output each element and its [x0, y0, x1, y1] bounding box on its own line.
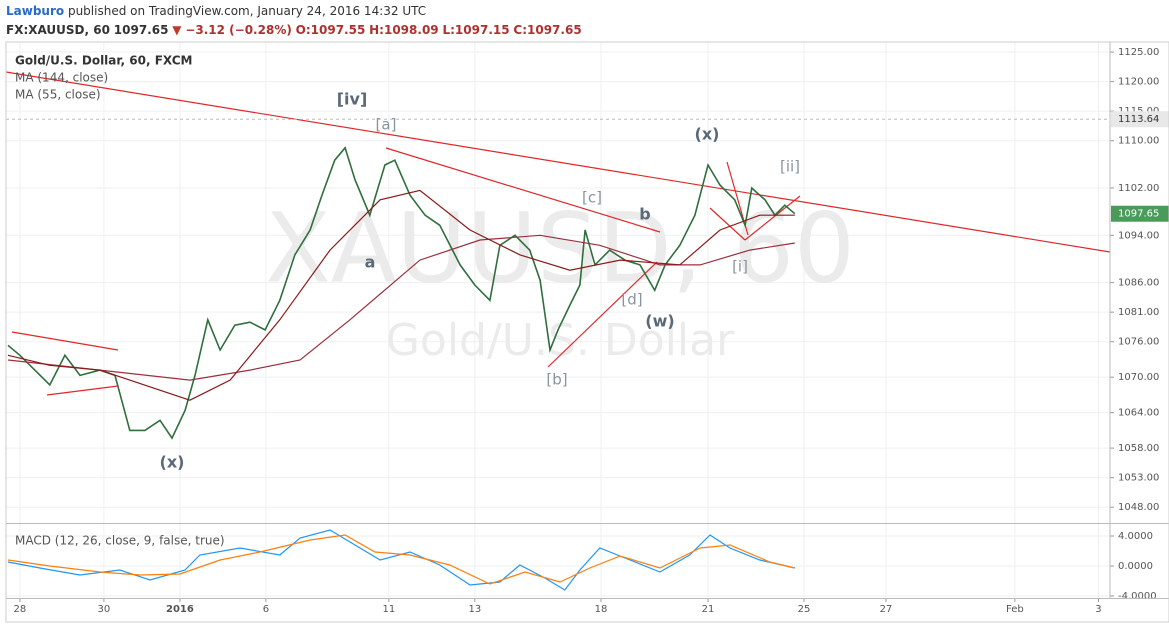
- y-tick-label: 1094.00: [1118, 230, 1159, 241]
- series-group: [7, 146, 796, 440]
- series-line: [7, 534, 795, 585]
- low: L:1097.15: [442, 23, 510, 37]
- trend-line: [6, 71, 1110, 253]
- legend-entry: MA (55, close): [15, 88, 101, 102]
- last-price-box: [1111, 205, 1169, 222]
- header: Lawburo published on TradingView.com, Ja…: [6, 2, 582, 40]
- trend-line: [385, 147, 661, 233]
- open: O:1097.55: [295, 23, 366, 37]
- last-price-label: 1097.65: [1118, 209, 1159, 220]
- trend-line: [46, 385, 119, 396]
- wave-label: [ii]: [780, 158, 800, 176]
- x-tick-label: 11: [382, 604, 395, 615]
- y-tick-label: 0.0000: [1118, 561, 1153, 572]
- wave-label: [iv]: [337, 90, 368, 109]
- y-tick-label: 1110.00: [1118, 136, 1159, 147]
- wave-label: [b]: [546, 371, 567, 389]
- wave-label: (w): [645, 312, 674, 331]
- x-tick-label: Feb: [1006, 604, 1024, 615]
- x-tick-label: 28: [14, 604, 27, 615]
- wave-label: (x): [160, 453, 185, 472]
- y-tick-label: -4.0000: [1118, 591, 1157, 602]
- symbol: FX:XAUUSD, 60: [6, 23, 110, 37]
- plot: 1125.00 1120.00 1115.00 1110.00 1102.00 1094.…: [6, 47, 1169, 615]
- x-tick-label: 21: [702, 604, 715, 615]
- trend-line: [11, 331, 119, 351]
- y-tick-label: 1064.00: [1118, 408, 1159, 419]
- trend-line: [744, 195, 801, 241]
- level-box: [1111, 111, 1169, 128]
- x-tick-label: 3: [1095, 604, 1101, 615]
- y-tick-label: 1115.00: [1118, 106, 1159, 117]
- x-tick-label: 27: [880, 604, 893, 615]
- y-tick-label: 1081.00: [1118, 307, 1159, 318]
- trend-lines: [6, 71, 1110, 396]
- series-line: [7, 234, 795, 381]
- y-tick-label: 1070.00: [1118, 372, 1159, 383]
- legend-entry: Gold/U.S. Dollar, 60, FXCM: [15, 54, 193, 68]
- wave-label: [a]: [376, 116, 397, 134]
- x-tick-label: 30: [98, 604, 111, 615]
- y-tick-label: 1102.00: [1118, 183, 1159, 194]
- series-group: [7, 529, 795, 591]
- y-tick-label: 1058.00: [1118, 443, 1159, 454]
- x-tick-label: 13: [468, 604, 481, 615]
- watermark: XAUUSD, 60: [265, 192, 855, 304]
- y-tick-label: 1086.00: [1118, 278, 1159, 289]
- change: −3.12 (−0.28%): [185, 23, 292, 37]
- series-line: [7, 189, 795, 401]
- series-line: [7, 146, 796, 440]
- high: H:1098.09: [369, 23, 439, 37]
- x-tick-label: 25: [798, 604, 811, 615]
- frame: [5, 41, 1169, 623]
- trend-line: [726, 161, 749, 236]
- author[interactable]: Lawburo: [6, 4, 65, 18]
- wave-label: [i]: [732, 258, 748, 276]
- wave-label: (x): [695, 125, 720, 144]
- y-tick-label: 1125.00: [1118, 47, 1159, 58]
- x-tick-label: 2016: [166, 604, 194, 615]
- arrow: ▼: [172, 23, 182, 37]
- x-tick-label: 6: [263, 604, 269, 615]
- close: C:1097.65: [513, 23, 582, 37]
- grid: [6, 42, 1110, 598]
- y-tick-label: 1076.00: [1118, 337, 1159, 348]
- wave-label: a: [365, 253, 376, 272]
- legend-entry: MACD (12, 26, close, 9, false, true): [15, 534, 225, 548]
- wave-label: b: [639, 205, 650, 224]
- x-tick-label: 18: [595, 604, 608, 615]
- trend-line: [709, 207, 746, 241]
- price: 1097.65: [113, 23, 169, 37]
- y-tick-label: 1053.00: [1118, 473, 1159, 484]
- series-line: [7, 529, 795, 591]
- trend-line: [547, 261, 658, 368]
- y-tick-label: 1120.00: [1118, 77, 1159, 88]
- legend-entry: MA (144, close): [15, 71, 108, 85]
- wave-label: [d]: [621, 291, 642, 309]
- y-tick-label: 4.0000: [1118, 531, 1153, 542]
- quote-line: FX:XAUUSD, 60 1097.65 ▼ −3.12 (−0.28%) O…: [6, 21, 582, 40]
- level-label: 1113.64: [1118, 114, 1159, 125]
- publish-line: Lawburo published on TradingView.com, Ja…: [6, 2, 582, 21]
- watermark-subtitle: Gold/U.S. Dollar: [386, 315, 735, 366]
- wave-label: [c]: [582, 189, 602, 207]
- y-tick-label: 1048.00: [1118, 502, 1159, 513]
- published: published on TradingView.com, January 24…: [67, 4, 427, 18]
